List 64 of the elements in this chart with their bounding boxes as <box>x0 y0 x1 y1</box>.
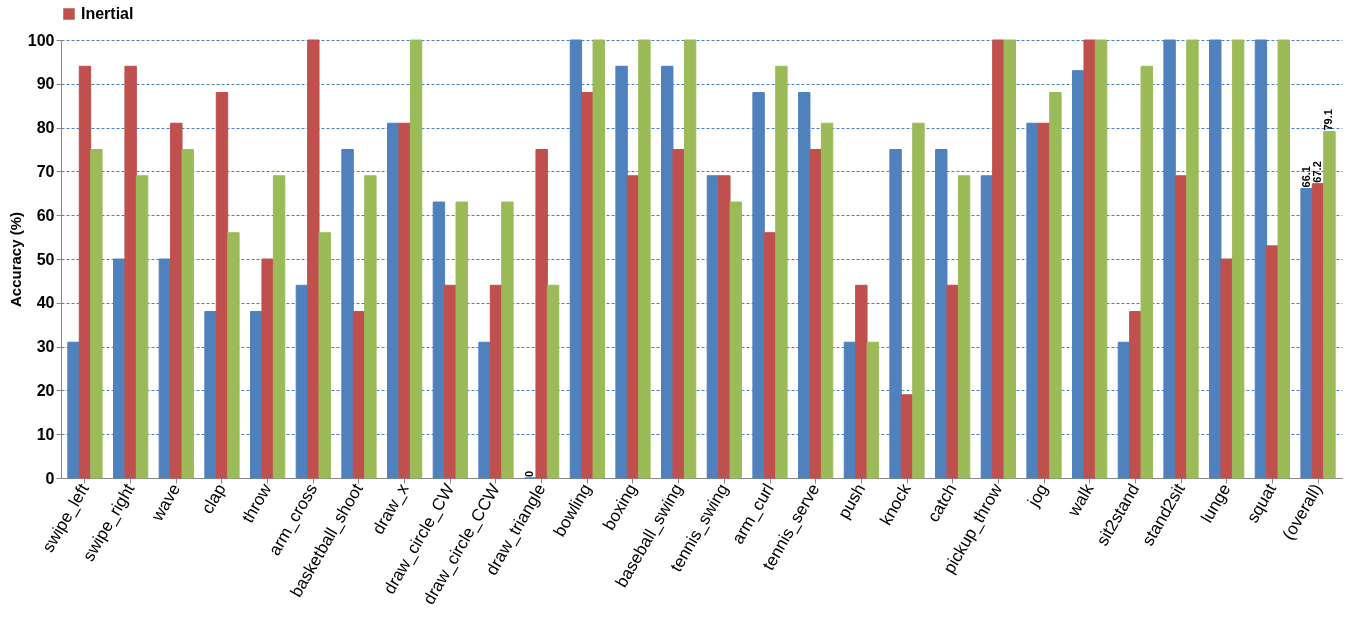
y-tick-label: 80 <box>36 119 55 137</box>
data-label: 67.2 <box>1311 161 1324 183</box>
x-tick-label: clap <box>197 480 230 518</box>
bar <box>215 92 229 479</box>
y-tick-label: 20 <box>36 381 55 399</box>
bar <box>866 341 879 479</box>
data-label: 79.1 <box>1322 109 1335 131</box>
bar <box>855 284 868 479</box>
bar <box>1049 92 1062 479</box>
bar <box>535 149 548 479</box>
bar <box>409 39 423 479</box>
bar <box>135 175 149 479</box>
y-tick-label: 30 <box>36 338 55 356</box>
bar <box>546 284 560 479</box>
bar <box>272 175 286 479</box>
bar <box>398 122 411 479</box>
bar <box>638 39 651 479</box>
bar <box>181 149 194 479</box>
bar <box>364 175 377 479</box>
bar <box>946 284 959 479</box>
bar <box>729 201 742 479</box>
bar <box>683 39 697 479</box>
y-tick-label: 70 <box>36 162 55 180</box>
bar <box>752 92 765 479</box>
bar <box>957 175 971 479</box>
y-tick-label: 100 <box>27 31 55 49</box>
bar <box>672 149 685 479</box>
bar <box>307 39 320 479</box>
bar <box>455 201 468 479</box>
bar <box>90 149 103 479</box>
bar <box>261 258 274 479</box>
y-tick-label: 50 <box>36 250 55 268</box>
bar <box>1186 39 1199 479</box>
bar <box>775 65 788 479</box>
bar <box>1140 65 1153 479</box>
legend-label: Inertial <box>81 5 134 22</box>
bar <box>78 65 92 479</box>
bar <box>1220 258 1233 479</box>
bar <box>318 232 331 479</box>
bar <box>170 122 183 479</box>
y-axis-title: Accuracy (%) <box>6 211 24 308</box>
bar <box>592 39 605 479</box>
data-label: 66.1 <box>1299 166 1312 188</box>
bar <box>124 65 137 479</box>
bar <box>912 122 925 479</box>
bar <box>67 341 80 479</box>
x-tick-label: jog <box>1023 480 1052 511</box>
bar <box>1277 39 1290 479</box>
bar <box>227 232 240 479</box>
bar <box>1003 39 1016 479</box>
bar <box>1083 39 1096 479</box>
y-tick-label: 40 <box>36 294 55 312</box>
y-tick-label: 60 <box>36 206 55 224</box>
bar <box>1231 39 1245 479</box>
y-tick-label: 90 <box>36 75 55 93</box>
y-tick-label: 0 <box>45 469 55 487</box>
bar <box>1323 131 1336 479</box>
bar <box>820 122 834 479</box>
bar <box>718 175 731 479</box>
data-label: 0 <box>523 470 536 477</box>
y-tick-label: 10 <box>36 425 55 443</box>
bar <box>1094 39 1108 479</box>
bar <box>809 149 822 479</box>
bar <box>501 201 514 479</box>
